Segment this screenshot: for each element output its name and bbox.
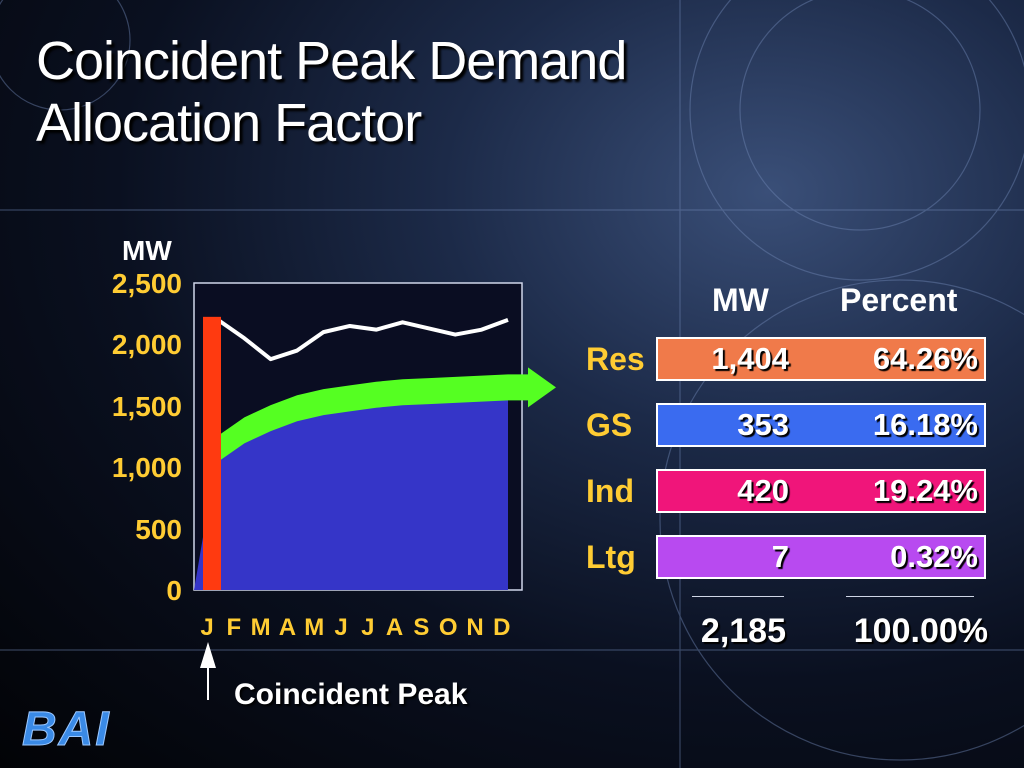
- y-tick-label: 0: [166, 575, 182, 606]
- class-label-res: Res: [586, 341, 645, 377]
- x-tick-label: M: [304, 614, 325, 641]
- slide-title: Coincident Peak Demand Allocation Factor: [36, 30, 627, 154]
- x-tick-label: O: [438, 614, 458, 641]
- area-fill: [194, 387, 508, 590]
- x-tick-label: A: [278, 614, 297, 641]
- allocation-row-res: 1,404 64.26%: [656, 337, 986, 381]
- row-percent-value: 19.24%: [872, 473, 978, 508]
- y-tick-label: 1,500: [111, 390, 182, 422]
- row-mw-value: 7: [771, 539, 789, 574]
- coincident-peak-label: Coincident Peak: [234, 678, 468, 711]
- class-label-ind: Ind: [586, 473, 634, 509]
- peak-pointer-arrowhead: [200, 642, 216, 668]
- percent-column-header: Percent: [840, 282, 958, 318]
- x-tick-label: S: [413, 614, 430, 641]
- y-tick-label: 2,000: [111, 329, 182, 361]
- bai-logo: BAI: [22, 703, 111, 756]
- row-percent-value: 64.26%: [872, 341, 978, 376]
- x-tick-label: D: [493, 614, 511, 641]
- x-tick-label: F: [226, 614, 242, 641]
- total-percent: 100.00%: [853, 612, 988, 650]
- class-label-gs: GS: [586, 407, 633, 443]
- coincident-peak-bar: [203, 316, 221, 590]
- y-tick-label: 1,000: [111, 452, 182, 484]
- allocation-row-ltg: 7 0.32%: [656, 535, 986, 579]
- title-line-2: Allocation Factor: [36, 93, 422, 153]
- class-label-ltg: Ltg: [586, 539, 636, 575]
- row-percent-value: 0.32%: [890, 539, 978, 574]
- growth-arrow: [218, 367, 556, 462]
- allocation-row-ind: 420 19.24%: [656, 469, 986, 513]
- y-axis-label: MW: [122, 235, 172, 266]
- y-tick-label: 500: [135, 513, 182, 545]
- title-line-1: Coincident Peak Demand: [36, 31, 627, 91]
- mw-column-header: MW: [712, 282, 769, 318]
- x-tick-label: J: [361, 614, 375, 641]
- row-mw-value: 1,404: [711, 341, 789, 376]
- row-percent-value: 16.18%: [872, 407, 978, 442]
- allocation-row-gs: 353 16.18%: [656, 403, 986, 447]
- mw-total-rule: [692, 596, 784, 597]
- pct-total-rule: [846, 596, 974, 597]
- peak-demand-line: [216, 317, 509, 362]
- x-tick-label: J: [200, 614, 214, 641]
- total-mw: 2,185: [700, 612, 786, 650]
- y-tick-label: 2,500: [111, 268, 182, 299]
- x-tick-label: M: [250, 614, 271, 641]
- x-tick-label: N: [466, 614, 484, 641]
- x-tick-label: A: [385, 614, 404, 641]
- x-tick-label: J: [334, 614, 348, 641]
- row-mw-value: 353: [737, 407, 789, 442]
- row-mw-value: 420: [737, 473, 789, 508]
